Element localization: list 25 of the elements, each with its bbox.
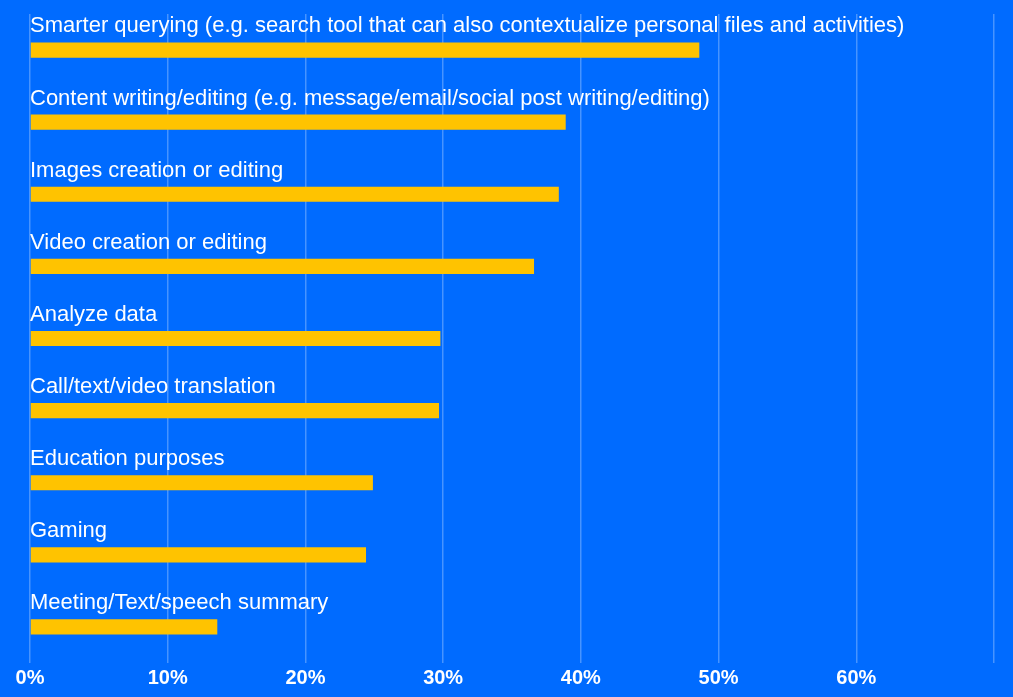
y-tick-label: Content writing/editing (e.g. message/email/social post writing/editing) (30, 84, 710, 110)
bar (30, 186, 559, 202)
x-tick-label: 10% (147, 665, 188, 688)
bar (30, 619, 218, 635)
bar (30, 547, 367, 563)
y-tick-label: Analyze data (30, 300, 158, 326)
y-tick-label: Smarter querying (e.g. search tool that can also contextualize personal files and activities) (30, 12, 905, 38)
bar (30, 42, 700, 58)
x-tick-label: 40% (560, 665, 602, 688)
bar (30, 330, 441, 347)
bar (30, 403, 440, 419)
y-tick-label: Gaming (30, 517, 108, 543)
y-tick-label: Call/text/video translation (30, 373, 276, 399)
y-tick-label: Video creation or editing (30, 228, 267, 254)
x-tick-label: 60% (836, 665, 877, 688)
y-tick-label: Education purposes (30, 445, 225, 471)
bar (30, 114, 566, 130)
x-tick-label: 50% (698, 665, 739, 688)
bar (30, 475, 373, 491)
x-tick-label: 30% (423, 665, 464, 688)
bar (30, 258, 535, 274)
y-tick-label: Images creation or editing (30, 156, 284, 182)
x-tick-label: 20% (285, 665, 326, 688)
x-tick-label: 0% (15, 665, 45, 688)
y-tick-label: Meeting/Text/speech summary (30, 589, 329, 615)
